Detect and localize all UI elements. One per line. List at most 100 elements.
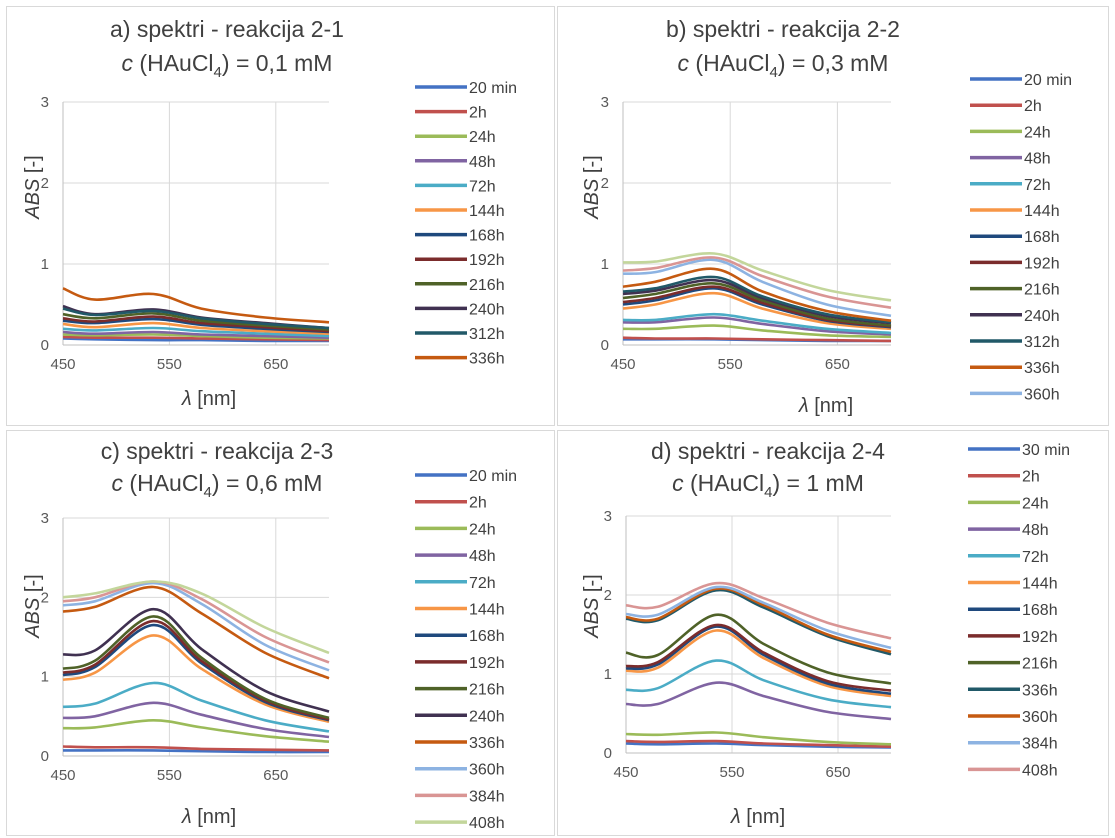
series-line: [62, 634, 330, 724]
legend-label: 336h: [1022, 682, 1058, 699]
series-line: [625, 625, 892, 696]
series-line: [625, 581, 892, 640]
series-line: [62, 333, 330, 340]
y-tick-label: 3: [41, 510, 49, 527]
legend-label: 408h: [1022, 762, 1058, 779]
legend-label: 192h: [469, 655, 505, 672]
legend-label: 24h: [1024, 124, 1051, 141]
series-line: [62, 701, 330, 739]
x-axis-label: λ [nm]: [798, 395, 853, 417]
legend-label: 2h: [469, 105, 487, 122]
chart-title: a) spektri - reakcija 2-1: [110, 16, 344, 42]
legend-label: 2h: [469, 495, 487, 512]
legend-label: 216h: [469, 682, 505, 699]
series-line: [622, 256, 892, 309]
y-axis-label: ABS [-]: [22, 155, 44, 219]
legend-label: 336h: [469, 351, 505, 368]
legend-label: 48h: [469, 548, 496, 565]
series-line: [62, 335, 330, 342]
series-line: [622, 312, 892, 335]
legend-label: 20 min: [469, 468, 517, 485]
chart-svg-c: c) spektri - reakcija 2-3 c (HAuCl4) = 0,…: [22, 438, 517, 832]
x-tick-label: 650: [263, 767, 288, 784]
x-tick-label: 550: [157, 767, 182, 784]
series-line: [625, 613, 892, 685]
series-line: [62, 585, 330, 680]
series-line: [622, 324, 892, 339]
chart-svg-b: b) spektri - reakcija 2-2 c (HAuCl4) = 0,…: [581, 16, 1072, 417]
series-line: [622, 258, 892, 318]
legend-label: 240h: [469, 708, 505, 725]
series-line: [622, 336, 892, 343]
legend-label: 24h: [469, 129, 496, 146]
legend-label: 2h: [1024, 98, 1042, 115]
series-line: [63, 749, 330, 754]
series-line: [62, 615, 330, 720]
y-tick-label: 0: [41, 337, 49, 354]
y-axis-label: ABS [-]: [581, 574, 603, 638]
legend-label: 24h: [1022, 495, 1049, 512]
y-tick-label: 3: [604, 508, 612, 525]
series-line: [62, 321, 330, 335]
x-axis-label: λ [nm]: [730, 806, 785, 828]
legend-label: 72h: [469, 575, 496, 592]
legend-label: 48h: [1024, 151, 1051, 168]
y-tick-label: 1: [41, 256, 49, 273]
legend-label: 384h: [1022, 736, 1058, 753]
legend-label: 336h: [469, 735, 505, 752]
chart-svg-d: d) spektri - reakcija 2-4 c (HAuCl4) = 1 …: [581, 438, 1070, 828]
legend-label: 48h: [469, 154, 496, 171]
y-tick-label: 1: [601, 256, 609, 273]
chart-title: d) spektri - reakcija 2-4: [651, 438, 885, 464]
legend-label: 168h: [1024, 229, 1060, 246]
legend-label: 2h: [1022, 469, 1040, 486]
y-tick-label: 2: [601, 175, 609, 192]
y-axis-label: ABS [-]: [581, 155, 603, 219]
series-line: [622, 267, 892, 322]
x-tick-label: 450: [610, 356, 635, 373]
series-line: [62, 619, 330, 721]
x-tick-label: 450: [613, 764, 638, 781]
legend-label: 72h: [469, 178, 496, 195]
chart-subtitle: c (HAuCl4) = 0,6 mM: [112, 470, 323, 501]
series-line: [625, 731, 892, 746]
series-line: [62, 287, 330, 324]
series-line: [625, 585, 892, 650]
legend-label: 144h: [469, 602, 505, 619]
legend-label: 144h: [1022, 576, 1058, 593]
chart-subtitle: c (HAuCl4) = 0,1 mM: [122, 50, 333, 81]
series-line: [62, 330, 330, 339]
x-tick-label: 550: [719, 764, 744, 781]
y-tick-label: 1: [41, 669, 49, 686]
series-line: [62, 745, 330, 752]
x-tick-label: 450: [50, 767, 75, 784]
legend-label: 312h: [469, 326, 505, 343]
series-line: [625, 739, 892, 748]
legend-label: 240h: [469, 301, 505, 318]
series-line: [625, 629, 892, 698]
x-tick-label: 550: [718, 356, 743, 373]
series-line: [622, 252, 892, 302]
x-tick-label: 650: [825, 356, 850, 373]
legend-label: 30 min: [1022, 442, 1070, 459]
series-line: [62, 317, 330, 334]
chart-title: c) spektri - reakcija 2-3: [101, 438, 334, 464]
series-line: [625, 588, 892, 656]
series-line: [62, 337, 330, 343]
legend-label: 168h: [469, 628, 505, 645]
x-tick-label: 450: [50, 356, 75, 373]
y-tick-label: 2: [41, 589, 49, 606]
series-line: [62, 681, 330, 733]
series-line: [62, 315, 330, 333]
legend-label: 20 min: [469, 80, 517, 97]
y-axis-label: ABS [-]: [22, 574, 44, 638]
series-line: [622, 291, 892, 331]
series-line: [625, 681, 892, 721]
legend-label: 144h: [1024, 203, 1060, 220]
legend-label: 192h: [469, 252, 505, 269]
legend-label: 360h: [1022, 709, 1058, 726]
series-line: [62, 607, 330, 713]
legend-label: 192h: [1024, 255, 1060, 272]
legend-label: 312h: [1024, 334, 1060, 351]
series-line: [625, 659, 892, 709]
